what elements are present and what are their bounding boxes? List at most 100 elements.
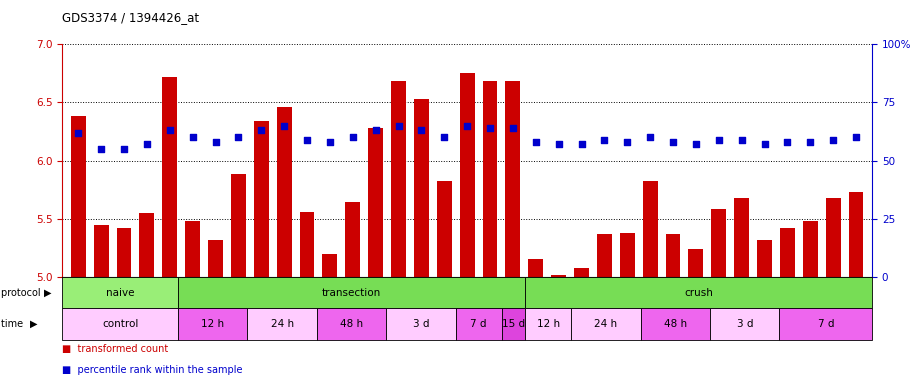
Text: ■  transformed count: ■ transformed count xyxy=(62,344,169,354)
Bar xyxy=(300,212,314,277)
Text: 12 h: 12 h xyxy=(537,319,560,329)
Point xyxy=(506,125,520,131)
Text: ▶: ▶ xyxy=(30,319,38,329)
Point xyxy=(345,134,360,140)
Bar xyxy=(162,77,177,277)
Bar xyxy=(620,233,635,277)
Text: transection: transection xyxy=(322,288,381,298)
Text: 3 d: 3 d xyxy=(736,319,753,329)
Bar xyxy=(551,275,566,277)
Bar xyxy=(62,308,178,340)
Bar xyxy=(62,277,178,308)
Text: 24 h: 24 h xyxy=(270,319,294,329)
Point xyxy=(116,146,131,152)
Bar xyxy=(525,277,872,308)
Bar xyxy=(387,308,455,340)
Text: crush: crush xyxy=(684,288,713,298)
Bar xyxy=(529,260,543,277)
Bar xyxy=(825,198,841,277)
Point xyxy=(735,136,749,142)
Point xyxy=(93,146,108,152)
Point xyxy=(277,122,291,129)
Bar xyxy=(116,228,132,277)
Bar xyxy=(322,253,337,277)
Text: 7 d: 7 d xyxy=(817,319,834,329)
Point xyxy=(620,139,635,145)
Point xyxy=(529,139,543,145)
Bar xyxy=(640,308,710,340)
Bar xyxy=(780,308,872,340)
Bar xyxy=(848,192,864,277)
Bar xyxy=(502,308,525,340)
Bar xyxy=(139,213,155,277)
Point xyxy=(368,127,383,133)
Bar xyxy=(574,268,589,277)
Text: time: time xyxy=(1,319,27,329)
Point xyxy=(849,134,864,140)
Bar xyxy=(414,99,429,277)
Text: control: control xyxy=(102,319,138,329)
Text: 7 d: 7 d xyxy=(471,319,487,329)
Point xyxy=(551,141,566,147)
Bar xyxy=(572,308,640,340)
Point xyxy=(483,125,497,131)
Bar xyxy=(345,202,360,277)
Point xyxy=(322,139,337,145)
Point xyxy=(254,127,268,133)
Point xyxy=(300,136,314,142)
Bar xyxy=(71,116,86,277)
Point xyxy=(437,134,452,140)
Bar xyxy=(437,182,452,277)
Bar xyxy=(710,308,780,340)
Point xyxy=(803,139,818,145)
Text: ■  percentile rank within the sample: ■ percentile rank within the sample xyxy=(62,365,243,375)
Point xyxy=(758,141,772,147)
Text: 3 d: 3 d xyxy=(412,319,429,329)
Bar xyxy=(231,174,245,277)
Point xyxy=(460,122,474,129)
Bar xyxy=(689,249,703,277)
Bar xyxy=(758,240,772,277)
Text: ▶: ▶ xyxy=(44,288,51,298)
Text: 24 h: 24 h xyxy=(594,319,617,329)
Point xyxy=(712,136,726,142)
Bar xyxy=(93,225,109,277)
Bar xyxy=(483,81,497,277)
Bar xyxy=(506,81,520,277)
Point xyxy=(71,129,85,136)
Point xyxy=(162,127,177,133)
Point xyxy=(689,141,703,147)
Bar xyxy=(208,240,223,277)
Text: naive: naive xyxy=(106,288,135,298)
Point xyxy=(597,136,612,142)
Text: GDS3374 / 1394426_at: GDS3374 / 1394426_at xyxy=(62,11,200,24)
Bar xyxy=(368,128,383,277)
Point xyxy=(414,127,429,133)
Bar xyxy=(254,121,268,277)
Bar xyxy=(247,308,317,340)
Bar xyxy=(185,221,200,277)
Bar xyxy=(666,234,681,277)
Text: 48 h: 48 h xyxy=(340,319,363,329)
Bar xyxy=(597,234,612,277)
Bar xyxy=(391,81,406,277)
Bar xyxy=(317,308,387,340)
Bar xyxy=(802,221,818,277)
Bar xyxy=(460,73,474,277)
Point xyxy=(574,141,589,147)
Text: 48 h: 48 h xyxy=(664,319,687,329)
Point xyxy=(826,136,841,142)
Point xyxy=(780,139,795,145)
Point xyxy=(185,134,200,140)
Bar xyxy=(277,107,291,277)
Text: protocol: protocol xyxy=(1,288,44,298)
Point xyxy=(208,139,223,145)
Bar xyxy=(643,182,658,277)
Point xyxy=(643,134,658,140)
Bar xyxy=(178,308,247,340)
Text: 12 h: 12 h xyxy=(202,319,224,329)
Bar xyxy=(735,198,749,277)
Point xyxy=(231,134,245,140)
Bar xyxy=(525,308,572,340)
Bar xyxy=(780,228,795,277)
